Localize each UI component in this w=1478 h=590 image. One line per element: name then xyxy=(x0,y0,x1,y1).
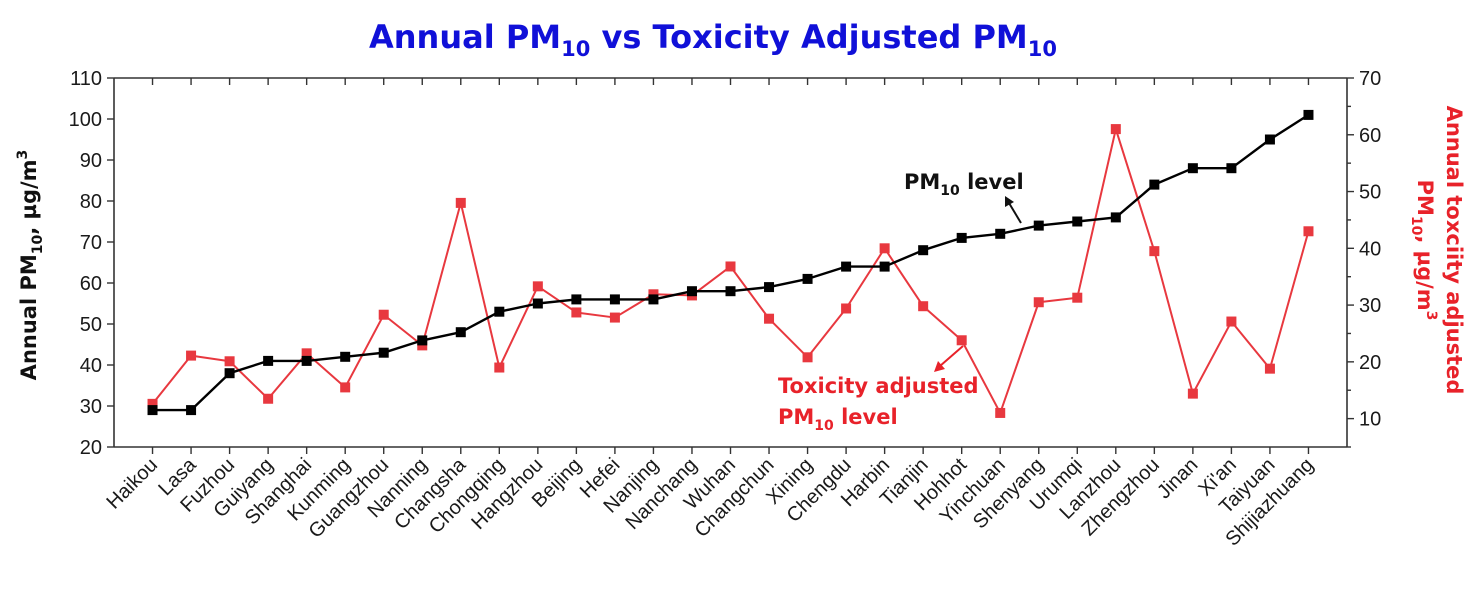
data-point xyxy=(1187,163,1198,174)
data-point xyxy=(1264,363,1275,374)
data-point xyxy=(1264,134,1275,145)
data-point xyxy=(1110,124,1121,135)
data-point xyxy=(224,356,235,367)
data-point xyxy=(378,347,389,358)
data-point xyxy=(532,298,543,309)
data-point xyxy=(455,327,466,338)
data-point xyxy=(1072,292,1083,303)
data-point xyxy=(609,294,620,305)
left-tick-label: 70 xyxy=(80,232,102,254)
data-point xyxy=(571,294,582,305)
left-tick-label: 100 xyxy=(69,109,102,131)
data-point xyxy=(918,245,929,256)
right-tick-label: 10 xyxy=(1359,409,1381,431)
data-point xyxy=(1033,220,1044,231)
data-point xyxy=(764,282,775,293)
annotation-pm10-level: PM10 level xyxy=(904,170,1024,199)
x-axis-ticks xyxy=(151,78,1310,454)
data-point xyxy=(455,197,466,208)
data-point xyxy=(956,232,967,243)
annotation-pm10-arrow xyxy=(1005,196,1022,224)
left-tick-label: 40 xyxy=(80,355,102,377)
data-point xyxy=(879,243,890,254)
right-axis-label-line1: Annual toxciity adjusted xyxy=(1442,106,1466,395)
data-point xyxy=(571,307,582,318)
data-point xyxy=(1187,388,1198,399)
data-point xyxy=(224,368,235,379)
left-tick-label: 110 xyxy=(70,68,102,90)
data-point xyxy=(494,306,505,317)
data-point xyxy=(417,335,428,346)
data-point xyxy=(995,228,1006,239)
data-point xyxy=(1226,316,1237,327)
data-point xyxy=(879,261,890,272)
left-axis-ticks: 20 30 40 50 60 70 80 90 100 110 xyxy=(69,68,114,459)
series-pm10-level xyxy=(147,109,1314,416)
data-point xyxy=(725,286,736,297)
data-point xyxy=(1033,297,1044,308)
left-tick-label: 60 xyxy=(80,273,102,295)
annotation-toxicity-arrow xyxy=(934,345,964,372)
right-tick-label: 70 xyxy=(1359,68,1381,90)
right-tick-label: 60 xyxy=(1359,125,1381,147)
data-point xyxy=(764,313,775,324)
left-tick-label: 80 xyxy=(80,191,102,213)
data-point xyxy=(918,301,929,312)
data-point xyxy=(648,289,659,300)
x-tick-label: Jinan xyxy=(1153,454,1202,503)
data-point xyxy=(147,405,158,416)
right-tick-label: 40 xyxy=(1359,238,1381,260)
data-point xyxy=(186,350,197,361)
data-point xyxy=(648,294,659,305)
left-tick-label: 30 xyxy=(80,396,102,418)
data-point xyxy=(263,355,274,366)
chart-title: Annual PM10 vs Toxicity Adjusted PM10 xyxy=(369,18,1057,61)
data-point xyxy=(1303,226,1314,237)
data-point xyxy=(686,286,697,297)
data-point xyxy=(1072,216,1083,227)
data-point xyxy=(956,335,967,346)
data-point xyxy=(186,405,197,416)
right-tick-label: 20 xyxy=(1359,352,1381,374)
data-point xyxy=(1110,212,1121,223)
data-point xyxy=(301,348,312,359)
series-toxicity-adjusted xyxy=(147,124,1314,418)
data-point xyxy=(802,273,813,284)
left-tick-label: 90 xyxy=(80,150,102,172)
right-tick-label: 30 xyxy=(1359,295,1381,317)
data-point xyxy=(802,352,813,363)
annotation-toxicity-line2: PM10 level xyxy=(778,405,898,434)
data-point xyxy=(378,309,389,320)
data-point xyxy=(301,355,312,366)
annotation-toxicity-line1: Toxicity adjusted xyxy=(778,374,979,398)
data-point xyxy=(340,382,351,393)
data-point xyxy=(1149,246,1160,257)
left-axis-label: Annual PM10, µg/m3 xyxy=(15,150,46,381)
data-point xyxy=(532,281,543,292)
data-point xyxy=(494,362,505,373)
data-point xyxy=(725,261,736,272)
data-point xyxy=(995,407,1006,418)
data-point xyxy=(609,312,620,323)
right-axis-ticks: 10 20 30 40 50 60 70 xyxy=(1347,68,1381,448)
right-tick-label: 50 xyxy=(1359,182,1381,204)
data-point xyxy=(263,393,274,404)
data-point xyxy=(1149,179,1160,190)
data-point xyxy=(147,398,158,409)
x-axis-labels: HaikouLasaFuzhouGuiyangShanghaiKunmingGu… xyxy=(102,453,1318,550)
data-point xyxy=(841,303,852,314)
left-tick-label: 20 xyxy=(80,437,102,459)
data-point xyxy=(340,351,351,362)
right-axis-label-line2: PM10, µg/m3 xyxy=(1408,180,1439,321)
left-tick-label: 50 xyxy=(80,314,102,336)
x-tick-label: Haikou xyxy=(102,454,162,514)
data-point xyxy=(1303,109,1314,120)
data-point xyxy=(841,261,852,272)
data-point xyxy=(1226,163,1237,174)
